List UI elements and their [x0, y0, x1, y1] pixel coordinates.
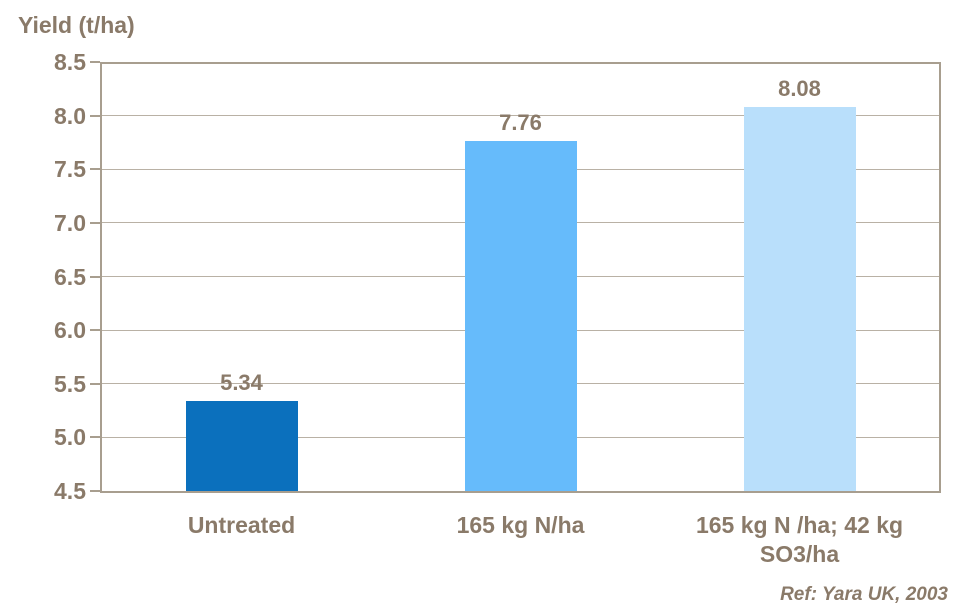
- y-axis-tick: [90, 61, 100, 63]
- y-axis-tick-label: 6.5: [54, 263, 86, 290]
- reference-note: Ref: Yara UK, 2003: [780, 584, 948, 605]
- gridline: [102, 115, 939, 117]
- y-axis-tick-label: 7.5: [54, 156, 86, 183]
- bar-value-label: 7.76: [499, 110, 542, 136]
- y-axis-tick-label: 5.5: [54, 370, 86, 397]
- y-axis-tick: [90, 329, 100, 332]
- bar-2: [464, 141, 577, 491]
- y-axis-tick: [90, 436, 100, 439]
- y-axis-tick: [90, 382, 100, 385]
- bar-value-label: 5.34: [220, 369, 263, 395]
- x-axis-category-label: 165 kg N /ha; 42 kg SO3/ha: [695, 512, 904, 567]
- y-axis-tick: [90, 221, 100, 224]
- bar-1: [185, 400, 298, 491]
- y-axis-tick-label: 8.5: [54, 49, 86, 75]
- y-axis-tick: [90, 114, 100, 117]
- bar-value-label: 8.08: [778, 76, 821, 101]
- bar-3: [743, 107, 856, 491]
- x-axis-category-label: 165 kg N/ha: [456, 512, 585, 538]
- y-axis-tick-label: 8.0: [54, 102, 86, 129]
- y-axis-tick-label: 4.5: [54, 478, 86, 504]
- x-axis-category-label: Untreated: [187, 512, 296, 538]
- y-axis-tick: [90, 490, 100, 492]
- y-axis-tick: [90, 168, 100, 171]
- y-axis-tick-label: 7.0: [54, 209, 86, 236]
- y-axis-tick: [90, 275, 100, 278]
- y-axis-tick-label: 5.0: [54, 424, 86, 451]
- chart-title: Yield (t/ha): [18, 12, 135, 38]
- y-axis-tick-label: 6.0: [54, 317, 86, 344]
